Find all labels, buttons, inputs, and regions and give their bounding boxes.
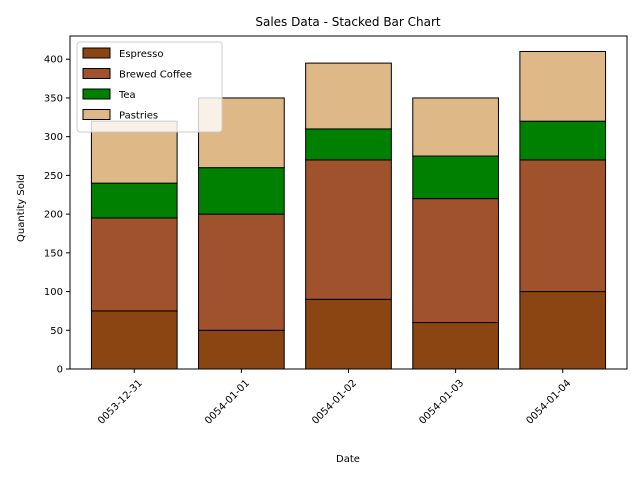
x-tick-label-0: 0053-12-31: [96, 378, 145, 427]
y-tick-label-250: 250: [44, 171, 63, 182]
bar-espresso-1: [198, 329, 285, 370]
bars-layer: [90, 50, 607, 370]
y-tick-label-400: 400: [44, 55, 63, 66]
y-tick-label-50: 50: [50, 326, 63, 337]
legend-box: [76, 41, 223, 133]
legend-swatch-espresso: [82, 47, 111, 59]
bar-espresso-4: [519, 291, 607, 370]
legend-label-brewed-coffee: Brewed Coffee: [119, 70, 192, 81]
chart-title: Sales Data - Stacked Bar Chart: [255, 15, 441, 29]
bar-pastries-3: [412, 97, 499, 157]
y-tick-label-100: 100: [44, 287, 63, 298]
y-axis-label: Quantity Sold: [16, 174, 27, 242]
y-tick-label-200: 200: [44, 210, 63, 221]
y-tick-label-0: 0: [57, 365, 63, 376]
bar-brewed-coffee-4: [519, 159, 607, 293]
legend-label-pastries: Pastries: [119, 111, 158, 122]
x-tick-label-2: 0054-01-02: [310, 378, 359, 427]
y-tick-label-350: 350: [44, 93, 63, 104]
legend: Espresso Brewed Coffee Tea Pastries: [76, 41, 223, 133]
bar-brewed-coffee-3: [412, 198, 499, 324]
bar-pastries-4: [519, 50, 607, 122]
legend-swatch-tea: [82, 88, 111, 100]
x-tick-label-1: 0054-01-01: [203, 378, 252, 427]
bar-espresso-0: [90, 310, 178, 370]
bar-brewed-coffee-0: [90, 217, 178, 312]
bar-espresso-2: [305, 298, 392, 370]
legend-swatch-pastries: [82, 109, 111, 120]
legend-swatch-brewed-coffee: [82, 68, 111, 79]
bar-tea-1: [198, 167, 285, 215]
bar-tea-2: [305, 128, 392, 161]
x-tick-label-3: 0054-01-03: [417, 378, 466, 427]
bar-pastries-2: [305, 62, 392, 130]
bar-espresso-3: [412, 322, 499, 370]
bar-tea-3: [412, 155, 499, 200]
legend-label-tea: Tea: [118, 90, 136, 101]
y-tick-label-300: 300: [44, 132, 63, 143]
x-tick-label-4: 0054-01-04: [525, 378, 574, 427]
legend-label-espresso: Espresso: [119, 49, 163, 60]
y-tick-label-150: 150: [44, 248, 63, 259]
x-axis-label: Date: [336, 454, 360, 465]
bar-brewed-coffee-1: [198, 213, 285, 331]
bar-tea-0: [90, 182, 178, 219]
bar-tea-4: [519, 120, 607, 161]
bar-brewed-coffee-2: [305, 159, 392, 300]
